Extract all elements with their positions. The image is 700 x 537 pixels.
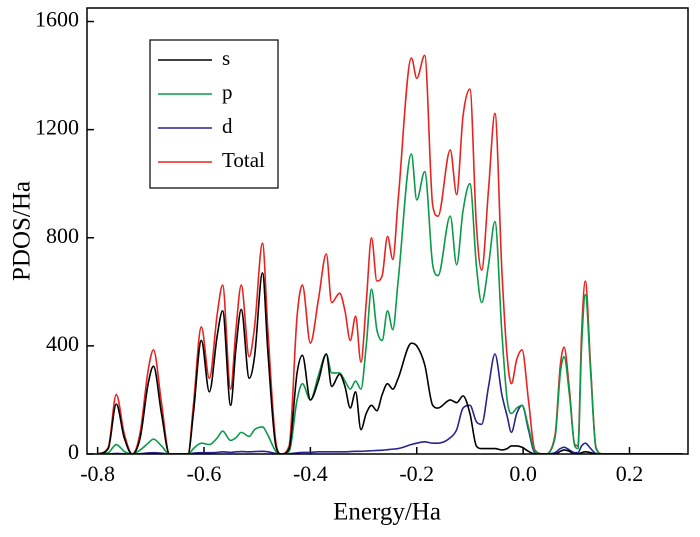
y-tick-label: 1200	[35, 115, 79, 140]
y-tick-label: 0	[68, 439, 79, 464]
x-axis-label: Energy/Ha	[333, 499, 441, 526]
legend-box	[149, 39, 279, 189]
plot-frame	[86, 7, 689, 455]
legend-label: p	[222, 80, 233, 104]
x-tick-label: -0.2	[399, 461, 434, 486]
legend-label: d	[222, 114, 233, 138]
y-tick-label: 400	[46, 331, 79, 356]
y-axis-label: PDOS/Ha	[9, 181, 36, 281]
x-tick-label: 0.0	[509, 461, 537, 486]
x-tick-label: -0.6	[187, 461, 222, 486]
series-line	[97, 153, 683, 454]
y-tick-label: 800	[46, 223, 79, 248]
x-tick-label: -0.4	[293, 461, 328, 486]
y-tick-label: 1600	[35, 7, 79, 32]
legend-label: Total	[222, 148, 265, 172]
x-tick-label: -0.8	[80, 461, 115, 486]
x-tick-label: 0.2	[616, 461, 644, 486]
series-line	[97, 272, 683, 454]
legend-label: s	[222, 46, 230, 70]
